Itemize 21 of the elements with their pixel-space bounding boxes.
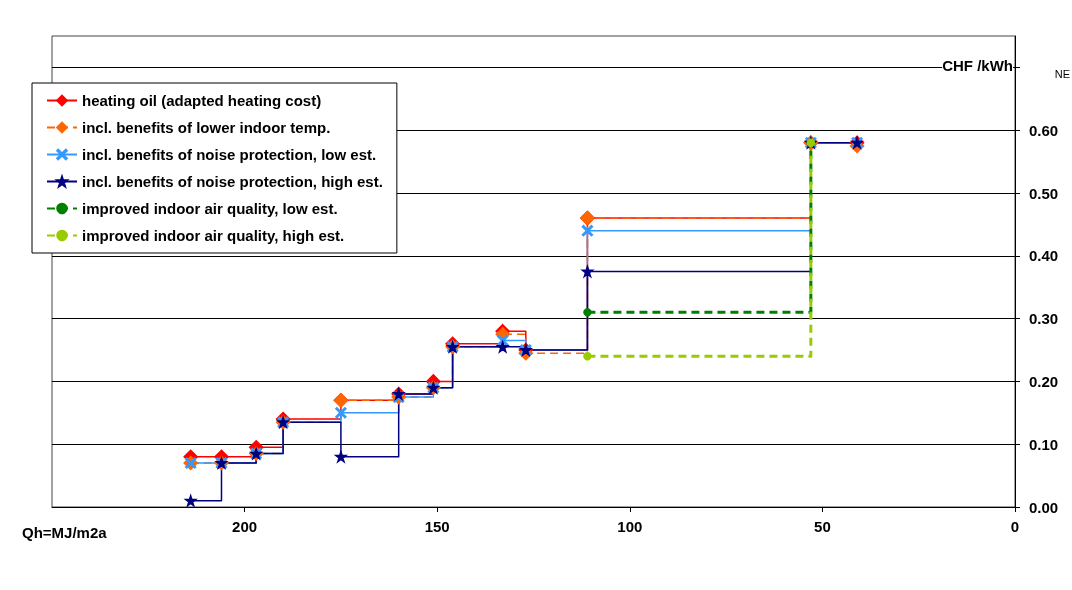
legend-label: incl. benefits of noise protection, low est. <box>82 146 377 163</box>
x-tick-label: 100 <box>617 518 643 535</box>
y-tick-label: 0.00 <box>1029 498 1059 516</box>
y-tick-label: 0.30 <box>1029 310 1059 328</box>
y-tick-label: 0.60 <box>1029 121 1059 139</box>
y-tick-label: 0.40 <box>1029 247 1059 265</box>
y-axis-title: CHF /kWh <box>942 57 1013 75</box>
legend-label: incl. benefits of lower indoor temp. <box>82 119 331 136</box>
x-tick-label: 50 <box>814 518 831 535</box>
y-tick-label: 0.10 <box>1029 435 1059 453</box>
y-tick-label: 0.50 <box>1029 184 1059 202</box>
legend-label: incl. benefits of noise protection, high est. <box>82 173 383 190</box>
legend-label: improved indoor air quality, low est. <box>82 200 338 217</box>
legend-label: improved indoor air quality, high est. <box>82 227 345 244</box>
y-tick-label: 0.20 <box>1029 372 1059 390</box>
x-tick-label: 150 <box>424 518 450 535</box>
x-tick-label: 0 <box>1010 518 1020 535</box>
legend-label: heating oil (adapted heating cost) <box>82 92 322 109</box>
text: NE <box>1054 67 1070 80</box>
x-tick-label: 200 <box>232 518 258 535</box>
x-axis-title: Qh=MJ/m2a <box>22 524 108 541</box>
